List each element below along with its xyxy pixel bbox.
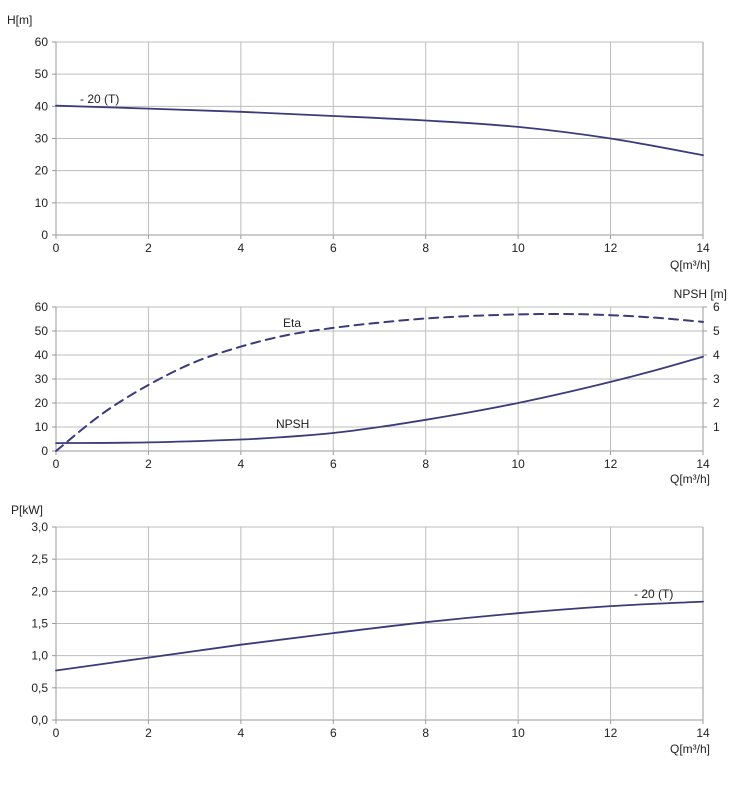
chart1-series--20-t--line xyxy=(55,104,704,157)
chart2-xtick-label: 14 xyxy=(696,457,710,471)
chart2-series-eta-line xyxy=(55,312,704,452)
chart2-ytick-label: 10 xyxy=(35,420,49,434)
chart3-xtick-label: 12 xyxy=(604,726,618,740)
chart2-ytick-label: 40 xyxy=(35,348,49,362)
chart2-xtick-label: 10 xyxy=(511,457,525,471)
chart3-xtick-label: 0 xyxy=(53,726,60,740)
chart1-xtick-label: 4 xyxy=(238,241,245,255)
chart2-xtick-label: 4 xyxy=(238,457,245,471)
chart1-xtick-label: 10 xyxy=(511,241,525,255)
chart2-ytick-label: 50 xyxy=(35,324,49,338)
chart1-ytick-label: 0 xyxy=(41,228,48,242)
chart3-xtick-label: 2 xyxy=(145,726,152,740)
chart1-ytick-label: 10 xyxy=(35,196,49,210)
chart3-xtick-label: 8 xyxy=(422,726,429,740)
chart3-ytick-label: 1,5 xyxy=(31,617,48,631)
chart2-ytick-right-label: 6 xyxy=(713,300,720,314)
chart1-xlabel: Q[m³/h] xyxy=(670,258,710,272)
chart3-ytick-label: 1,0 xyxy=(31,649,48,663)
chart1-xtick-label: 2 xyxy=(145,241,152,255)
chart1-xtick-label: 12 xyxy=(604,241,618,255)
chart1-xtick-label: 0 xyxy=(53,241,60,255)
chart2-ytick-right-label: 2 xyxy=(713,396,720,410)
chart2-xtick-label: 6 xyxy=(330,457,337,471)
chart3-series--20-t--line xyxy=(55,600,704,672)
chart2-ytick-right-label: 3 xyxy=(713,372,720,386)
chart2-ytick-right-label: 5 xyxy=(713,324,720,338)
chart1-ytick-label: 30 xyxy=(35,132,49,146)
chart1-xtick-label: 8 xyxy=(422,241,429,255)
chart3-xtick-label: 4 xyxy=(238,726,245,740)
chart1-ytick-label: 20 xyxy=(35,164,49,178)
chart2-xtick-label: 0 xyxy=(53,457,60,471)
chart3-ylabel: P[kW] xyxy=(11,503,43,517)
chart2-xtick-label: 2 xyxy=(145,457,152,471)
chart1-series-label: - 20 (T) xyxy=(80,92,119,106)
chart3-ytick-label: 3,0 xyxy=(31,520,48,534)
chart2-ytick-label: 0 xyxy=(41,444,48,458)
chart1-xtick-label: 6 xyxy=(330,241,337,255)
chart2-ylabel-right: NPSH [m] xyxy=(674,287,727,301)
chart3-xlabel: Q[m³/h] xyxy=(670,742,710,756)
chart3-ytick-label: 0,5 xyxy=(31,681,48,695)
chart2-series-npsh-line xyxy=(55,355,704,444)
chart2-ytick-label: 30 xyxy=(35,372,49,386)
chart2-ytick-right-label: 4 xyxy=(713,348,720,362)
chart2-ytick-label: 60 xyxy=(35,300,49,314)
chart2-series-label: Eta xyxy=(283,316,301,330)
chart3-ytick-label: 2,5 xyxy=(31,552,48,566)
chart1-ytick-label: 50 xyxy=(35,67,49,81)
chart2-ytick-right-label: 1 xyxy=(713,420,720,434)
chart3-xtick-label: 6 xyxy=(330,726,337,740)
chart2-xtick-label: 8 xyxy=(422,457,429,471)
chart3-xtick-label: 14 xyxy=(696,726,710,740)
chart1-xtick-label: 14 xyxy=(696,241,710,255)
chart1-ytick-label: 60 xyxy=(35,35,49,49)
chart2-xlabel: Q[m³/h] xyxy=(670,472,710,486)
chart3-series-label: - 20 (T) xyxy=(634,587,673,601)
chart1-ylabel: H[m] xyxy=(7,13,32,27)
chart2-ytick-label: 20 xyxy=(35,396,49,410)
chart3-ytick-label: 2,0 xyxy=(31,584,48,598)
chart2-xtick-label: 12 xyxy=(604,457,618,471)
chart1-ytick-label: 40 xyxy=(35,99,49,113)
chart3-ytick-label: 0,0 xyxy=(31,713,48,727)
chart2-series-label: NPSH xyxy=(276,417,309,431)
chart3-xtick-label: 10 xyxy=(511,726,525,740)
